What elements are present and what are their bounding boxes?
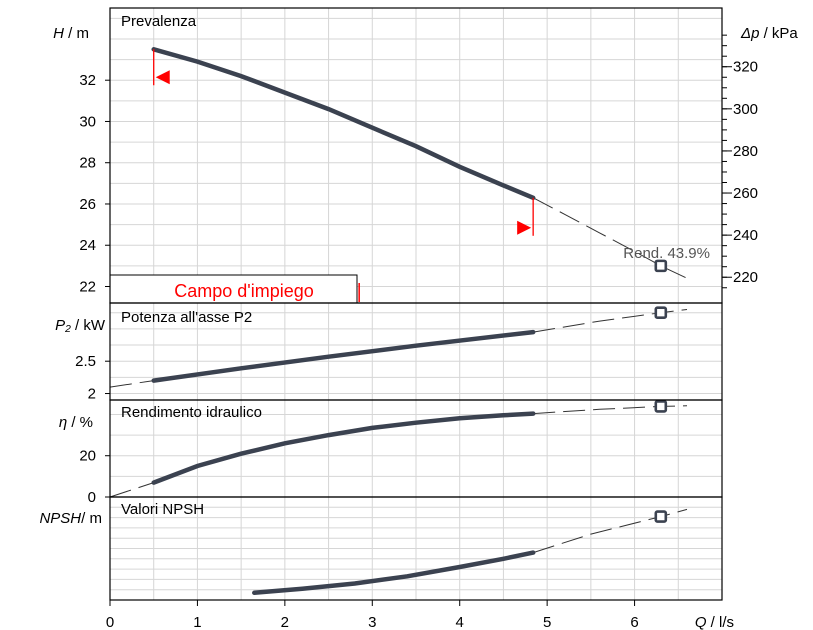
pressure-tick-label: 220 bbox=[733, 269, 758, 286]
power-dashed-extension bbox=[533, 309, 688, 333]
operating-range-box bbox=[109, 274, 358, 304]
range-end-arrow bbox=[517, 220, 532, 235]
npsh-panel-frame bbox=[109, 496, 723, 601]
x-axis-unit: / l/s bbox=[706, 614, 734, 630]
power-axis-label: P₂ / kW bbox=[55, 317, 106, 334]
pressure-tick-label: 300 bbox=[733, 101, 758, 118]
operating-range-label: Campo d'impiego bbox=[174, 281, 314, 301]
head-tick-label: 22 bbox=[79, 278, 96, 295]
x-tick-label: 0 bbox=[106, 614, 114, 630]
power-axis-symbol: P₂ bbox=[55, 317, 71, 334]
head-duty-point bbox=[654, 259, 668, 273]
x-axis-label: Q / l/s bbox=[695, 614, 734, 630]
power-curve bbox=[151, 329, 536, 383]
x-tick-label: 1 bbox=[193, 614, 201, 630]
efficiency-tick-label: 20 bbox=[79, 448, 96, 465]
pressure-axis-unit: / kPa bbox=[759, 25, 798, 42]
power-tick-label: 2 bbox=[88, 386, 96, 403]
operating-range: Campo d'impiego bbox=[109, 274, 358, 304]
efficiency-axis-symbol: η bbox=[59, 414, 67, 431]
efficiency-axis-label: η / % bbox=[59, 414, 93, 431]
npsh-axis-unit: / m bbox=[81, 510, 102, 527]
head-axis-label: H / m bbox=[53, 25, 89, 42]
power-axis-unit: / kW bbox=[71, 317, 106, 334]
power-panel-title: Potenza all'asse P2 bbox=[121, 309, 252, 326]
x-axis-symbol: Q bbox=[695, 614, 707, 630]
pressure-tick-label: 240 bbox=[733, 227, 758, 244]
curves bbox=[109, 47, 688, 596]
efficiency-dashed-line bbox=[109, 482, 154, 498]
x-tick-label: 4 bbox=[456, 614, 464, 630]
head-tick-label: 30 bbox=[79, 113, 96, 130]
pressure-axis-label: Δp / kPa bbox=[740, 25, 798, 42]
pressure-tick-label: 260 bbox=[733, 185, 758, 202]
pressure-tick-label: 280 bbox=[733, 143, 758, 160]
panel-frames bbox=[109, 7, 723, 601]
power-tick-label: 2.5 bbox=[75, 353, 96, 370]
pressure-axis-symbol: Δp bbox=[740, 25, 759, 42]
efficiency-tick-label: 0 bbox=[88, 489, 96, 506]
efficiency-curve bbox=[151, 411, 536, 485]
head-tick-label: 32 bbox=[79, 72, 96, 89]
npsh-panel-title: Valori NPSH bbox=[121, 501, 204, 518]
efficiency-duty-point bbox=[654, 400, 668, 413]
npsh-curve bbox=[252, 550, 536, 596]
power-dashed-line bbox=[109, 380, 154, 388]
efficiency-dashed-extension bbox=[533, 405, 688, 415]
head-panel-title: Prevalenza bbox=[121, 13, 197, 30]
grid bbox=[110, 8, 722, 600]
x-tick-label: 5 bbox=[543, 614, 551, 630]
head-dashed-line bbox=[532, 197, 688, 279]
npsh-axis-label: NPSH/ m bbox=[39, 510, 102, 527]
efficiency-panel-title: Rendimento idraulico bbox=[121, 404, 262, 421]
x-tick-label: 3 bbox=[368, 614, 376, 630]
efficiency-axis-unit: / % bbox=[67, 414, 93, 431]
pressure-tick-label: 320 bbox=[733, 59, 758, 76]
x-tick-label: 6 bbox=[630, 614, 638, 630]
range-start-arrow bbox=[155, 70, 170, 85]
head-axis-unit: / m bbox=[64, 25, 89, 42]
head-tick-label: 28 bbox=[79, 155, 96, 172]
npsh-dashed-extension bbox=[533, 508, 688, 554]
head-axis-symbol: H bbox=[53, 25, 64, 42]
efficiency-annotation: Rend. 43.9% bbox=[623, 245, 710, 262]
x-tick-label: 2 bbox=[281, 614, 289, 630]
head-tick-label: 24 bbox=[79, 237, 96, 254]
head-tick-label: 26 bbox=[79, 196, 96, 213]
npsh-duty-point bbox=[654, 510, 668, 523]
head-curve bbox=[151, 47, 536, 201]
npsh-axis-symbol: NPSH bbox=[39, 510, 81, 527]
power-duty-point bbox=[654, 306, 668, 320]
